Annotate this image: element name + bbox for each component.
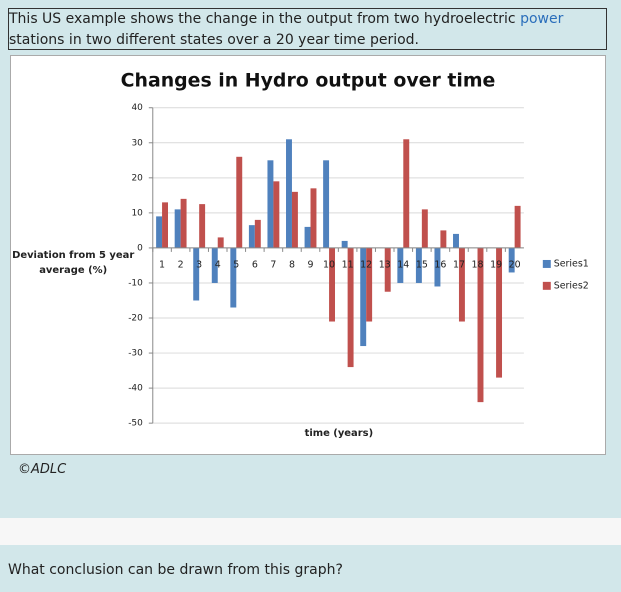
bar <box>323 160 330 248</box>
y-tick-label: -50 <box>128 419 143 429</box>
intro-text: This US example shows the change in the … <box>8 8 607 50</box>
x-tick-label: 8 <box>289 259 295 270</box>
bar <box>366 247 373 322</box>
y-tick-label: 30 <box>131 138 143 148</box>
y-tick-label: 0 <box>137 243 143 253</box>
x-tick-label: 18 <box>472 259 484 270</box>
bar <box>248 225 255 248</box>
bar <box>421 209 428 248</box>
legend-swatch <box>542 281 551 290</box>
x-axis-label: time (years) <box>305 428 374 439</box>
bar <box>230 247 237 308</box>
question: What conclusion can be drawn from this g… <box>8 562 343 578</box>
bar <box>211 247 218 283</box>
x-tick-label: 13 <box>379 259 391 270</box>
chart: Changes in Hydro output over time time (… <box>10 55 606 455</box>
bar <box>162 202 168 248</box>
legend-label: Series1 <box>554 258 589 269</box>
bar <box>156 216 163 248</box>
bar <box>360 247 367 347</box>
bar <box>286 139 292 248</box>
legend-label: Series2 <box>554 280 589 291</box>
bar <box>267 160 274 248</box>
x-tick-label: 5 <box>233 259 239 270</box>
y-tick-label: -30 <box>128 349 143 359</box>
x-tick-label: 10 <box>323 259 335 270</box>
x-tick-label: 6 <box>252 259 258 270</box>
bar <box>458 247 465 322</box>
legend-swatch <box>542 259 551 268</box>
bar <box>496 247 503 378</box>
separator <box>0 518 621 545</box>
bar <box>347 247 354 368</box>
chart-title: Changes in Hydro output over time <box>121 69 496 91</box>
y-tick-label: -20 <box>128 314 143 324</box>
y-tick-label: -40 <box>128 384 143 394</box>
x-tick-label: 7 <box>270 259 276 270</box>
bar <box>415 247 422 283</box>
bar <box>304 226 311 248</box>
bar <box>341 240 348 248</box>
bar <box>434 247 441 287</box>
bar <box>329 247 336 322</box>
x-tick-label: 11 <box>342 259 354 270</box>
x-tick-label: 4 <box>215 259 221 270</box>
x-tick-label: 14 <box>397 259 409 270</box>
bar <box>254 219 261 248</box>
y-axis-label: Deviation from 5 year average (%) <box>12 250 134 276</box>
bar <box>440 230 447 248</box>
bar <box>273 181 280 248</box>
bar <box>453 233 459 248</box>
bar <box>397 247 404 283</box>
bar <box>477 247 484 403</box>
x-tick-label: 15 <box>416 259 428 270</box>
bar <box>174 209 181 248</box>
intro-before: This US example shows the change in the … <box>9 11 521 27</box>
y-tick-label: 10 <box>131 208 143 218</box>
x-tick-label: 12 <box>360 259 372 270</box>
bar <box>199 204 206 248</box>
bar <box>508 247 515 273</box>
bar <box>180 198 187 248</box>
x-tick-label: 17 <box>453 259 465 270</box>
bar <box>193 247 200 301</box>
y-tick-label: 40 <box>131 103 143 113</box>
bar <box>217 237 224 248</box>
bar <box>236 156 243 248</box>
bar <box>514 205 521 248</box>
bar <box>291 191 298 248</box>
bar <box>403 139 410 248</box>
x-tick-label: 1 <box>159 259 165 270</box>
y-tick-label: -10 <box>128 278 143 288</box>
x-tick-label: 20 <box>509 259 521 270</box>
x-tick-label: 2 <box>178 259 184 270</box>
bar <box>384 247 391 292</box>
x-tick-label: 16 <box>434 259 446 270</box>
copyright: ©ADLC <box>18 462 67 477</box>
x-tick-label: 9 <box>308 259 314 270</box>
intro-after: stations in two different states over a … <box>9 32 419 48</box>
y-tick-label: 20 <box>131 173 143 183</box>
x-tick-label: 19 <box>490 259 502 270</box>
glossary-link[interactable]: power <box>520 11 564 27</box>
bar <box>310 188 317 248</box>
x-tick-label: 3 <box>196 259 202 270</box>
